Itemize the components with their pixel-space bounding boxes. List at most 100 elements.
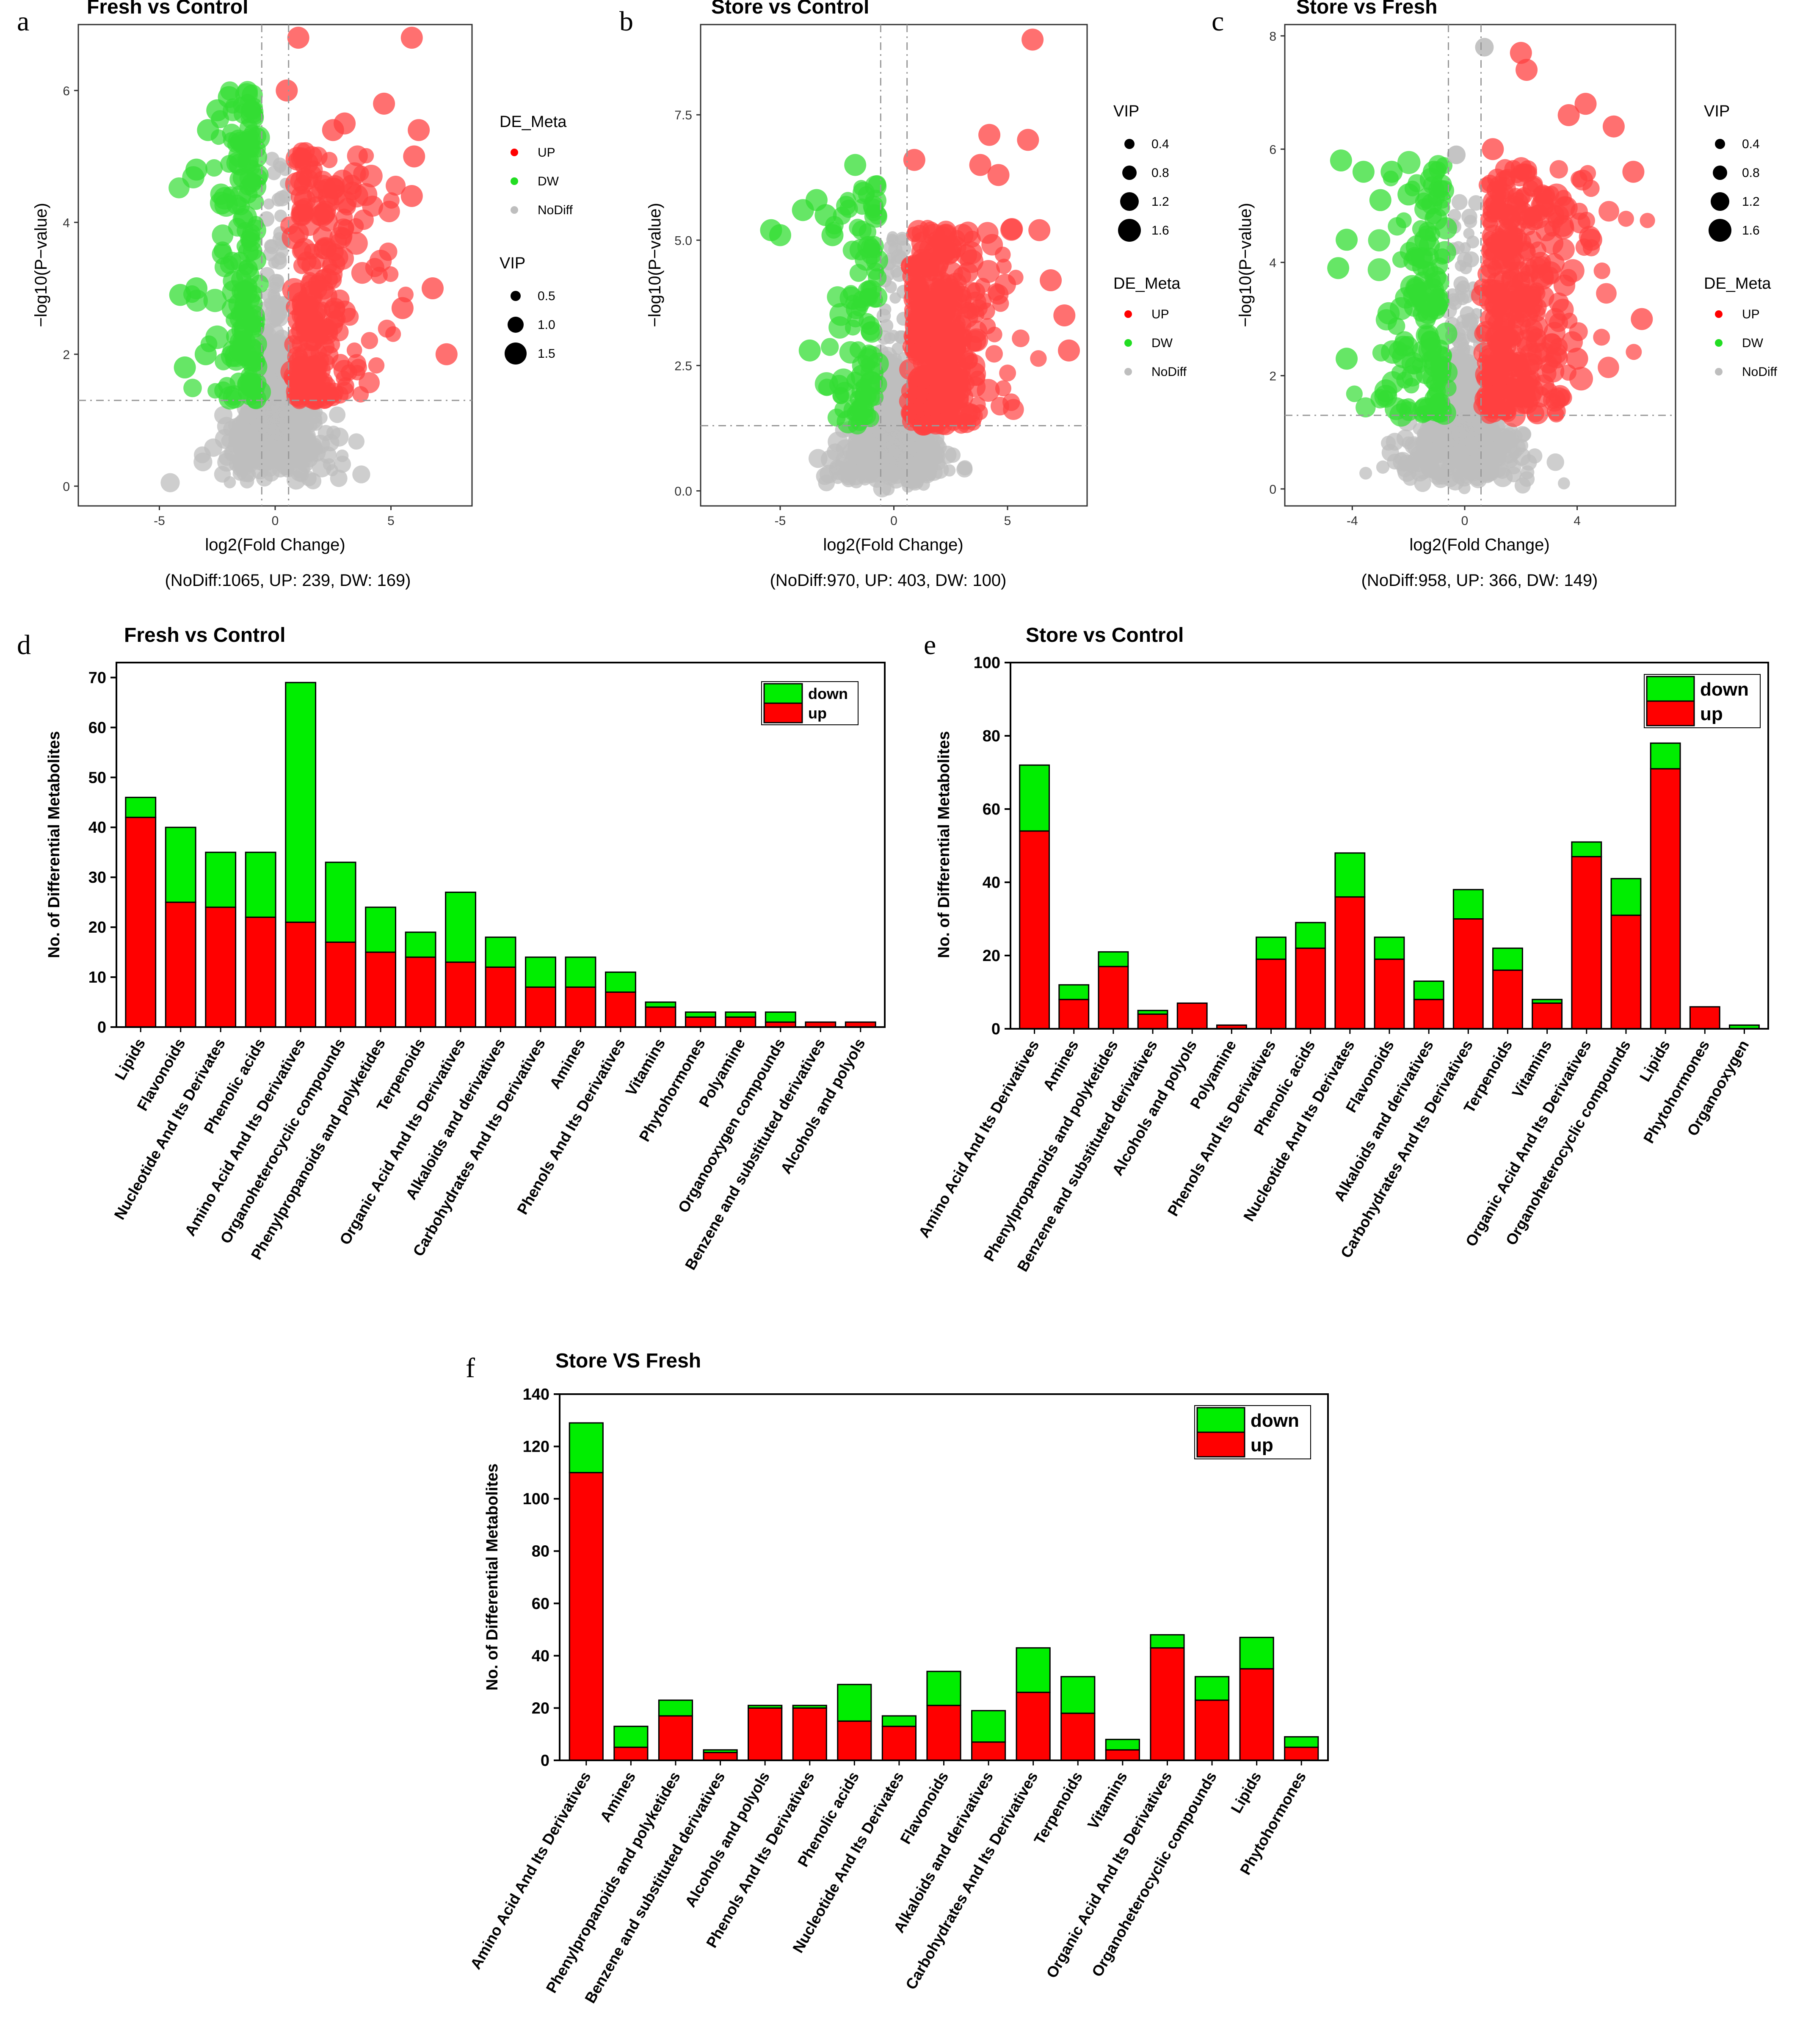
bar-up (325, 941, 356, 1028)
up-point (400, 27, 423, 49)
volcano-plot-fresh-vs-control: Fresh vs Control 0 2 4 6 -5 0 5 log2(Fold Chan… (32, 0, 573, 590)
down-point (1380, 160, 1403, 183)
y-tick-label: 80 (532, 1543, 549, 1561)
y-axis-label: No. of Differential Metabolites (45, 731, 63, 958)
legend-label-up: up (1251, 1435, 1273, 1456)
y-tick-label: 100 (974, 654, 1000, 672)
up-point (297, 152, 318, 174)
y-tick-label: 0 (991, 1020, 1000, 1038)
nodiff-point (304, 418, 318, 433)
nodiff-point (860, 457, 878, 475)
legend-label-down: down (1251, 1410, 1299, 1431)
y-tick-label: 0 (1269, 483, 1276, 497)
up-point (1598, 356, 1619, 378)
up-point (386, 175, 406, 196)
up-point (1526, 404, 1544, 423)
up-point (335, 208, 353, 226)
counts-summary: (NoDiff:1065, UP: 239, DW: 169) (165, 571, 411, 590)
nodiff-point (1381, 436, 1396, 451)
down-point (1336, 229, 1358, 251)
bar-down (605, 971, 636, 993)
up-point (362, 196, 384, 217)
up-point (1626, 344, 1642, 360)
up-point (1028, 219, 1051, 241)
bar-up (605, 991, 636, 1028)
legend-label-up: up (1700, 704, 1723, 724)
nodiff-point (1461, 313, 1477, 329)
up-point (913, 352, 934, 373)
nodiff-point (1376, 460, 1390, 474)
y-tick-label: 50 (88, 769, 106, 787)
vip-legend-item: 1.2 (1151, 195, 1169, 209)
vip-legend-item: 0.5 (538, 289, 555, 303)
nodiff-point (336, 449, 349, 462)
up-point (930, 339, 947, 356)
up-point (1497, 337, 1516, 356)
down-point (169, 284, 191, 306)
y-tick-label: 2.5 (674, 359, 692, 373)
nodiff-point (317, 425, 334, 441)
bar-up (1650, 768, 1681, 1030)
down-point (1435, 322, 1458, 345)
down-point (229, 372, 248, 391)
up-point (422, 277, 444, 300)
nodiff-point (1450, 439, 1466, 455)
y-tick-label: 60 (88, 719, 106, 737)
down-point (239, 178, 257, 196)
bar-up (613, 1746, 649, 1761)
nodiff-point (224, 476, 236, 489)
bar-up (645, 1006, 676, 1028)
up-point (990, 397, 1010, 416)
bar-down (792, 1704, 827, 1709)
bar-up (1689, 1006, 1720, 1030)
up-point (1021, 28, 1044, 51)
bar-up (1019, 830, 1050, 1030)
bar-up (285, 921, 317, 1028)
y-tick-label: 100 (523, 1490, 549, 1508)
x-axis-label: log2(Fold Change) (1409, 536, 1549, 554)
nodiff-point (911, 468, 927, 484)
up-point (1530, 193, 1554, 218)
y-tick-label: 20 (532, 1699, 549, 1717)
up-point (295, 315, 317, 338)
nodiff-point (816, 467, 834, 485)
bar-down (837, 1684, 872, 1722)
up-point (1507, 188, 1524, 204)
points-layer (760, 28, 1080, 497)
up-point (328, 247, 348, 268)
vip-legend-swatch (1124, 139, 1135, 149)
down-point (235, 83, 258, 106)
bar-up (1413, 999, 1444, 1030)
bar-down (569, 1422, 604, 1473)
up-point (331, 169, 354, 192)
bar-title: Fresh vs Control (124, 624, 285, 646)
nodiff-point (262, 288, 277, 304)
up-point (1549, 337, 1568, 356)
down-point (183, 378, 202, 398)
bar-down (245, 851, 276, 918)
up-point (1532, 256, 1551, 275)
bar-down (1452, 889, 1484, 920)
nodiff-point (1558, 477, 1570, 489)
bar-up (165, 901, 196, 1028)
bar-title: Store vs Control (1026, 624, 1184, 646)
x-tick-label: 0 (890, 514, 897, 528)
nodiff-point (268, 257, 280, 269)
nodiff-point (279, 417, 298, 436)
y-tick-label: 6 (63, 84, 70, 98)
down-point (222, 280, 246, 304)
down-point (213, 241, 232, 260)
up-point (961, 352, 977, 369)
bar-down (325, 862, 356, 943)
down-point (1405, 247, 1425, 266)
up-point (1012, 329, 1030, 348)
up-point (1502, 403, 1526, 427)
bar-up (1295, 947, 1326, 1030)
y-tick-label: 7.5 (674, 108, 692, 122)
down-point (197, 119, 219, 141)
down-point (849, 218, 867, 237)
up-point (995, 380, 1012, 397)
bar-up (1176, 1002, 1208, 1030)
de-legend-item: NoDiff (1151, 365, 1187, 379)
down-point (1422, 160, 1445, 183)
